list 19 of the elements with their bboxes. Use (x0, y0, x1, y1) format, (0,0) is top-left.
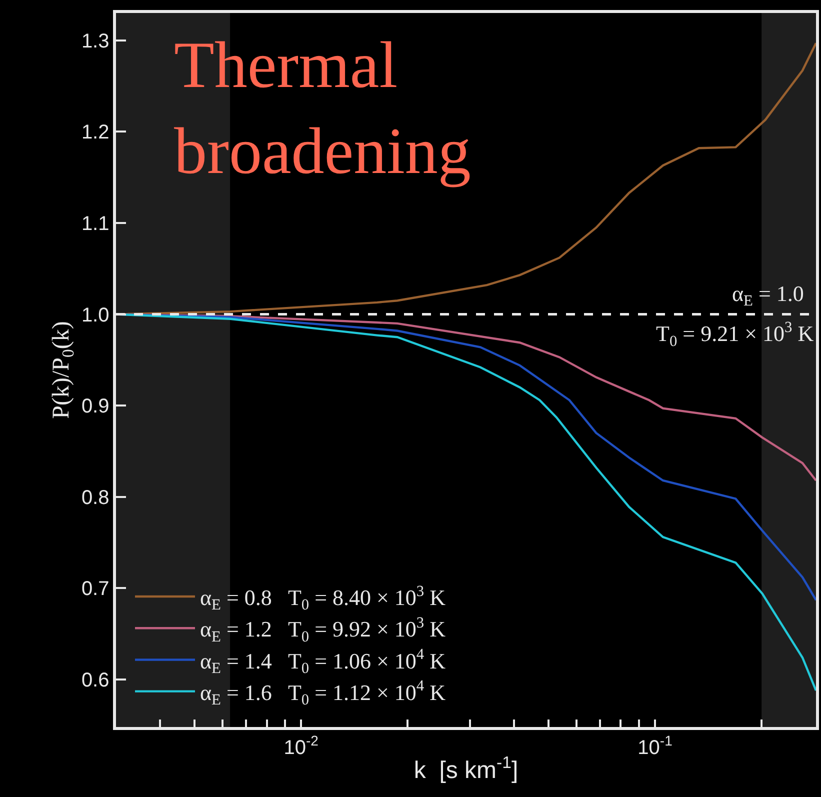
y-tick-label: 1.3 (81, 30, 110, 52)
y-tick-label: 0.7 (81, 578, 110, 600)
legend-label: α$_{E}$ = 1.6 T$_{0}$ = 1.12 × 10$^{4}$ K (200, 678, 446, 709)
annotation: Thermal (174, 29, 398, 102)
y-tick-label: 1.0 (81, 304, 110, 326)
y-tick-label: 1.2 (81, 122, 110, 144)
x-tick-label: 10$^{-1}$ (638, 732, 673, 759)
legend-label: α$_{E}$ = 0.8 T$_{0}$ = 8.40 × 10$^{3}$ K (200, 582, 446, 614)
x-tick-label: 10$^{-2}$ (284, 732, 319, 759)
annotation: T$_{0}$ = 9.21 × 10$^{3}$ K (656, 319, 814, 350)
y-tick-label: 0.9 (81, 396, 110, 418)
y-tick-label: 1.1 (81, 213, 110, 235)
annotation: broadening (174, 115, 471, 188)
y-tick-label: 0.8 (81, 486, 110, 509)
ref-line-label: α$_{E}$ = 1.0 (732, 281, 804, 310)
legend-label: α$_{E}$ = 1.4 T$_{0}$ = 1.06 × 10$^{4}$ K (200, 646, 446, 677)
y-tick-label: 0.6 (81, 670, 110, 692)
x-axis-title: k [s km$^{-1}$] (414, 752, 518, 784)
legend-label: α$_{E}$ = 1.2 T$_{0}$ = 9.92 × 10$^{3}$ K (200, 614, 446, 646)
